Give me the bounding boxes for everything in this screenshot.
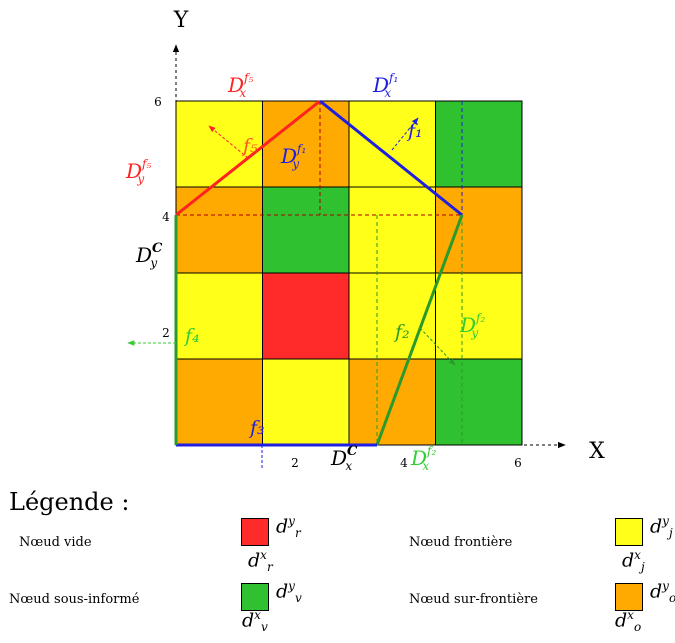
grid-cells <box>176 101 522 445</box>
label-f4: f₄ <box>183 325 200 347</box>
grid-cell-frontiere <box>349 273 436 359</box>
x-tick-4: 4 <box>400 456 408 470</box>
legend-label: Nœud vide <box>19 535 92 550</box>
label-Dx-C: DC x <box>330 444 358 470</box>
legend-swatch <box>615 583 643 611</box>
legend-swatch <box>241 518 269 546</box>
legend-label: Nœud sur-frontière <box>409 592 538 607</box>
label-Dy-f5: Df₅ y <box>125 157 151 186</box>
legend-symbol-y: dyv <box>276 579 302 605</box>
legend-symbol-x: dxv <box>242 608 268 634</box>
label-Dx-f5: Df₅ x <box>227 71 253 100</box>
label-f3: f₃ <box>248 417 265 439</box>
grid-cell-sur-frontiere <box>176 187 263 273</box>
grid-cell-sous-informe <box>263 187 350 273</box>
legend-swatch <box>241 583 269 611</box>
grid-cell-frontiere <box>349 101 436 187</box>
y-tick-2: 2 <box>162 326 170 340</box>
y-tick-6: 6 <box>154 95 162 109</box>
legend-symbol-y: dyr <box>276 514 301 540</box>
legend-swatch <box>615 518 643 546</box>
legend-symbol-y: dyj <box>650 514 673 540</box>
label-f5: f₅ <box>241 135 258 157</box>
grid-cell-frontiere <box>263 359 350 445</box>
legend-symbol-y: dyo <box>650 579 675 605</box>
y-axis-label: Y <box>173 8 189 33</box>
label-Dy-C: DC y <box>135 241 163 270</box>
legend-label: Nœud sous-informé <box>9 592 139 607</box>
grid-cell-vide <box>263 273 350 359</box>
label-f1: f₁ <box>406 120 423 142</box>
label-f2: f₂ <box>393 321 410 343</box>
grid-cell-frontiere <box>349 187 436 273</box>
grid-cell-sur-frontiere <box>436 187 523 273</box>
x-tick-2: 2 <box>291 456 299 470</box>
x-axis-label: X <box>589 439 605 464</box>
y-tick-4: 4 <box>162 210 170 224</box>
legend-symbol-x: dxo <box>615 608 641 634</box>
grid-cell-sous-informe <box>436 359 523 445</box>
legend-title: Légende : <box>9 488 129 516</box>
grid-diagram: Y X 2 4 6 2 4 6 f₅ f₁ f₂ f₄ f₃ Df₅ x Df₁ x… <box>0 0 675 470</box>
legend-symbol-x: dxr <box>248 548 273 574</box>
legend-label: Nœud frontière <box>409 535 512 550</box>
x-tick-6: 6 <box>514 456 522 470</box>
label-Dx-f2: Df₂ x <box>410 444 436 470</box>
grid-cell-sous-informe <box>436 101 523 187</box>
legend-symbol-x: dxj <box>622 548 645 574</box>
label-Dx-f1: Df₁ x <box>372 71 398 100</box>
